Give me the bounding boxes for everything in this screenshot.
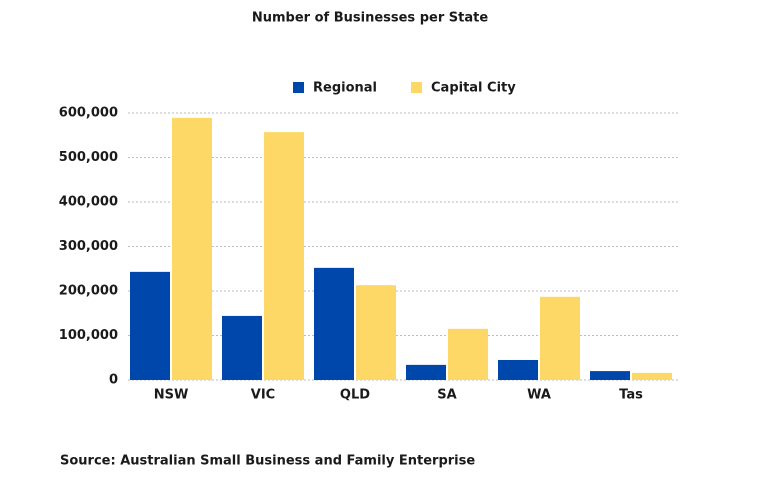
legend-label: Capital City <box>431 81 516 96</box>
bar <box>406 364 446 380</box>
y-tick-label: 100,000 <box>59 328 118 343</box>
y-tick-label: 500,000 <box>59 150 118 165</box>
bar <box>314 267 354 380</box>
bar <box>448 328 488 380</box>
bar <box>172 117 212 381</box>
y-tick-label: 200,000 <box>59 284 118 299</box>
x-tick-label: SA <box>437 388 456 403</box>
x-tick-label: Tas <box>619 388 643 403</box>
bar <box>264 132 304 380</box>
bar <box>222 315 262 380</box>
bar <box>632 372 672 380</box>
x-tick-label: VIC <box>251 388 275 403</box>
legend-swatch <box>411 82 422 93</box>
bar <box>498 359 538 380</box>
legend-label: Regional <box>313 81 377 96</box>
x-tick-label: QLD <box>340 388 370 403</box>
source-note: Source: Australian Small Business and Fa… <box>60 454 475 469</box>
bar <box>540 296 580 380</box>
y-tick-label: 600,000 <box>59 106 118 121</box>
legend-swatch <box>293 82 304 93</box>
chart-title: Number of Businesses per State <box>252 11 488 26</box>
bar <box>130 271 170 380</box>
y-tick-label: 300,000 <box>59 239 118 254</box>
bar <box>356 285 396 380</box>
y-tick-label: 400,000 <box>59 195 118 210</box>
y-tick-label: 0 <box>109 373 118 388</box>
x-tick-label: WA <box>527 388 551 403</box>
bar <box>590 371 630 380</box>
x-tick-label: NSW <box>154 388 189 403</box>
